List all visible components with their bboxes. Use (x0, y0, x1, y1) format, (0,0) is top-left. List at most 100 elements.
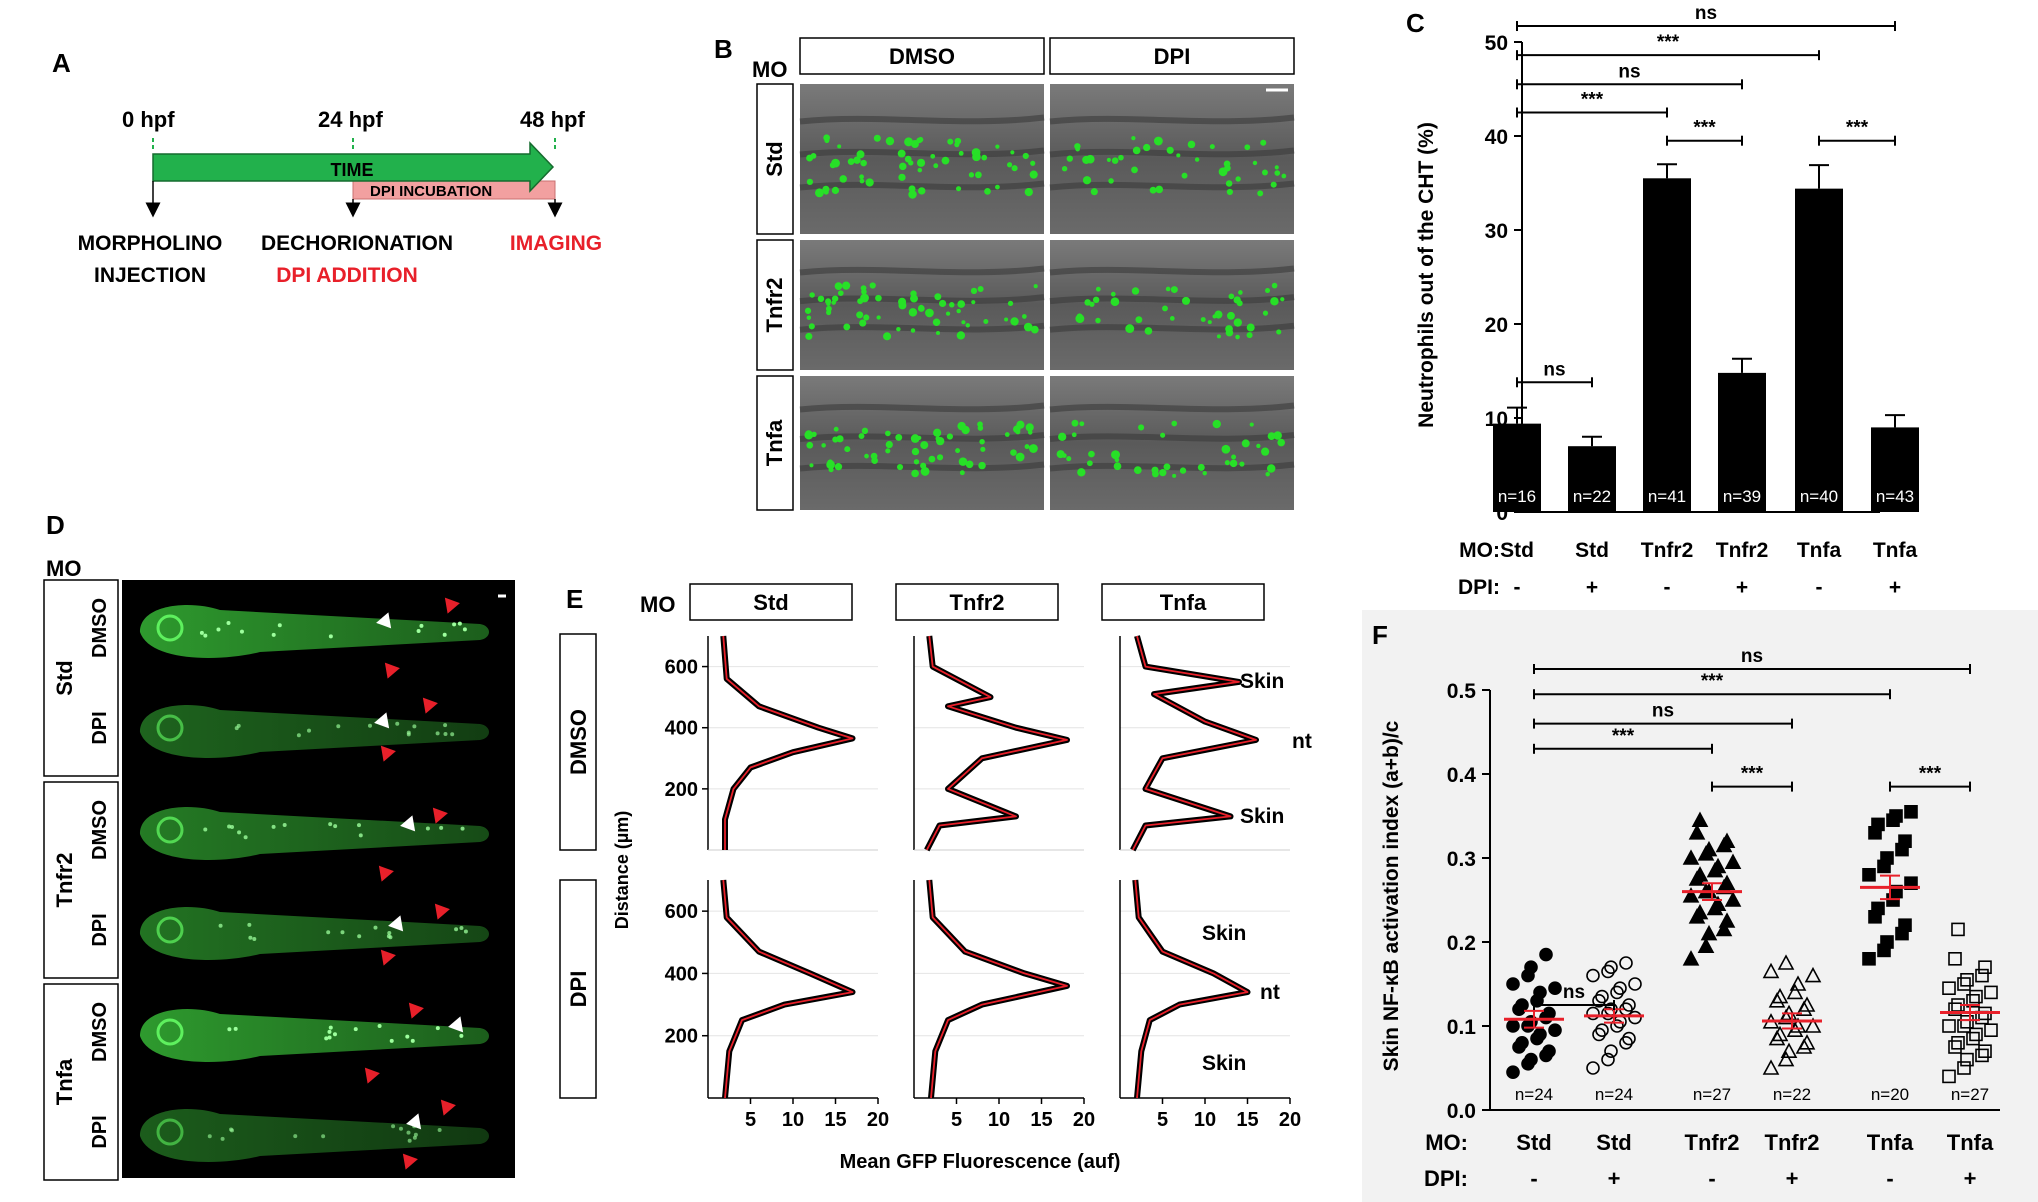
neutrophil-dot (1149, 186, 1157, 194)
significance-label: ns (1618, 61, 1640, 82)
row-header-tnfr2: Tnfr2 (762, 278, 787, 333)
data-point (1595, 1023, 1609, 1037)
neutrophil-dot (956, 308, 961, 314)
category-label: Tnfa (1873, 539, 1918, 562)
neutrophil-dot (811, 431, 817, 437)
treatment-tnfr2-dmso: DMSO (89, 800, 111, 860)
neutrophil-dot (804, 430, 814, 440)
neutrophil-dot (1233, 318, 1242, 327)
keratinocyte-signal (328, 634, 333, 639)
neutrophil-dot (1221, 444, 1231, 454)
neutrophil-dot (1111, 450, 1120, 460)
keratinocyte-signal (239, 629, 244, 634)
e-x-tick-label: 15 (824, 1109, 846, 1131)
neutrophil-dot (864, 453, 869, 459)
tissue-stripe (799, 147, 1045, 158)
e-x-tick-label: 10 (988, 1109, 1010, 1131)
data-point (1969, 989, 1983, 1004)
data-point (1539, 947, 1553, 962)
tissue-stripe (799, 180, 1045, 191)
neutrophil-dot (920, 466, 930, 476)
e-y-tick-label: 400 (665, 718, 698, 740)
keratinocyte-signal (218, 923, 223, 928)
data-point (1592, 1027, 1606, 1042)
neutrophil-dot (1082, 176, 1092, 185)
neutrophil-dot (957, 421, 966, 431)
profile-mean-line (1132, 635, 1257, 851)
neutrophil-dot (1066, 456, 1072, 462)
neutrophil-dot (1274, 170, 1281, 176)
neutrophil-dot (983, 319, 989, 325)
keratinocyte-signal (307, 728, 312, 733)
data-point (1880, 851, 1894, 865)
data-point (1628, 1010, 1642, 1025)
neutrophil-dot (1086, 460, 1093, 467)
neutrophil-dot (913, 459, 920, 465)
neutrophil-dot (1030, 160, 1036, 166)
data-point (1889, 809, 1903, 823)
zebrafish-eye (156, 916, 184, 944)
f-n-label: n=27 (1951, 1085, 1989, 1104)
zebrafish-body (140, 807, 489, 860)
neutrophil-dot (821, 443, 826, 448)
neutrophil-dot (1075, 146, 1080, 152)
data-point (1595, 989, 1609, 1004)
neutrophil-dot (1224, 460, 1230, 466)
data-point (1533, 1027, 1547, 1042)
neutrophil-dot (861, 289, 867, 295)
neutrophil-dot (1159, 469, 1167, 477)
e-x-tick-label: 5 (1157, 1109, 1168, 1131)
neutrophil-dot (863, 314, 870, 321)
profile-mean-line (722, 879, 854, 1099)
panel-e: E MO Std Tnfr2 Tnfa DMSO DPI Distance (µ… (559, 583, 1312, 1173)
keratinocyte-signal (237, 830, 242, 835)
neutrophil-dot (935, 436, 941, 441)
data-point (1948, 951, 1962, 966)
tissue-stripe (1049, 180, 1295, 191)
neutrophil-dot (1125, 324, 1135, 334)
neutrophil-dot (1058, 432, 1067, 441)
neutrophil-dot (898, 301, 907, 310)
f-significance-label: *** (1701, 671, 1724, 692)
neutrophil-dot (928, 455, 936, 463)
neutrophil-dot (1207, 320, 1212, 325)
neutrophil-dot (806, 154, 814, 162)
neutrophil-dot (896, 326, 901, 332)
keratinocyte-signal (439, 825, 444, 830)
neutrophil-dot (1027, 430, 1033, 435)
keratinocyte-signal (443, 723, 448, 728)
neutrophil-dot (869, 282, 876, 289)
neutrophil-dot (1162, 305, 1168, 312)
neutrophil-dot (1061, 166, 1068, 172)
keratinocyte-signal (332, 1032, 337, 1037)
neutrophil-dot (955, 186, 962, 192)
neutrophil-dot (1132, 146, 1141, 155)
zebrafish-eye (156, 1118, 184, 1146)
keratinocyte-signal (407, 1138, 412, 1143)
f-dpi-label: + (1786, 1166, 1799, 1191)
data-point (1548, 981, 1562, 996)
f-y-tick-label: 0.2 (1447, 932, 1476, 955)
profile-mean-line (1134, 879, 1249, 1099)
zebrafish-eye (156, 714, 184, 742)
data-point (1978, 960, 1992, 975)
column-header-dmso: DMSO (889, 44, 955, 69)
neutrophil-dot (935, 330, 941, 336)
zebrafish-eye (156, 1018, 184, 1046)
f-significance-label: ns (1741, 646, 1763, 667)
f-category-label: Tnfr2 (1765, 1130, 1820, 1155)
neutrophil-dot (1033, 284, 1038, 289)
f-significance-label: *** (1612, 726, 1635, 747)
data-point (1975, 1048, 1989, 1063)
data-point (1960, 972, 1974, 987)
keratinocyte-signal (437, 1127, 442, 1132)
neutrophil-dot (959, 470, 965, 476)
neutrophil-dot (1169, 316, 1175, 321)
data-point (1691, 866, 1709, 882)
neutrophil-dot (1209, 144, 1215, 150)
y-tick-label: 0 (1496, 502, 1508, 525)
data-point (1951, 922, 1965, 937)
tissue-stripe (1049, 114, 1295, 125)
red-arrowhead (384, 662, 400, 679)
red-arrowhead (364, 1067, 380, 1084)
